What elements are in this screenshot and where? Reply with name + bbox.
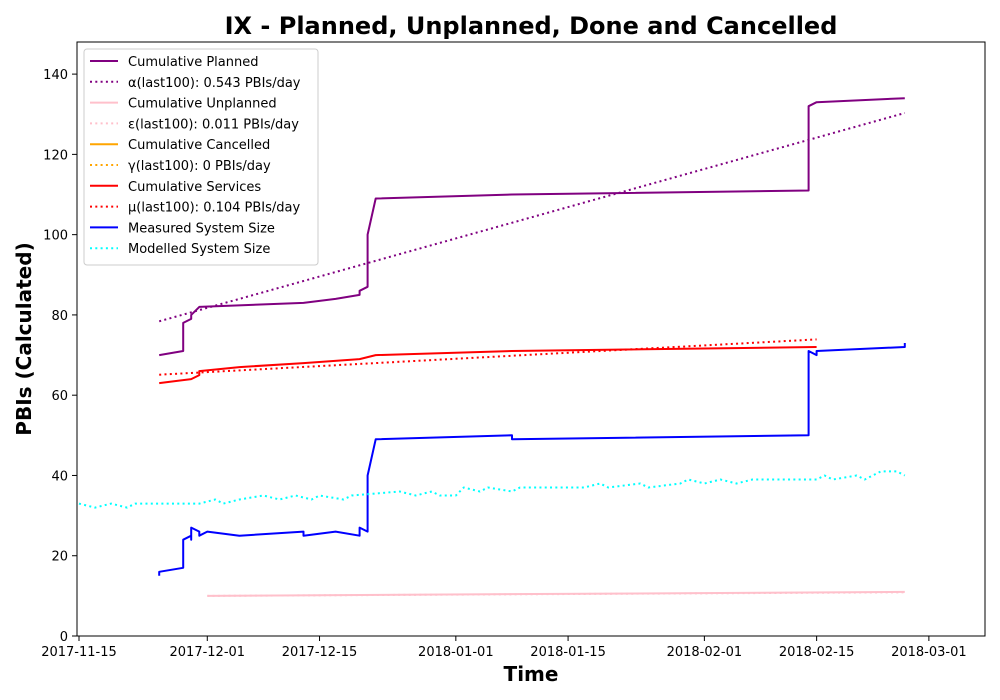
y-tick-label: 100 [43,229,68,244]
series-line-modelled-system-size [78,470,906,509]
series-line-last100-0-104-pbis-day [159,338,817,376]
legend-label: Cumulative Cancelled [128,138,270,153]
series-line-cumulative-services [159,346,817,385]
series-line-cumulative-unplanned [207,590,905,597]
y-tick-label: 20 [51,550,68,565]
series-line-measured-system-size [158,343,906,576]
y-tick-label: 0 [60,630,68,645]
x-tick-label: 2018-01-15 [530,645,606,660]
y-tick-label: 40 [51,469,68,484]
x-tick-label: 2018-01-01 [418,645,494,660]
chart-title: IX - Planned, Unplanned, Done and Cancel… [225,12,838,40]
legend-label: Cumulative Planned [128,55,258,70]
legend-label: α(last100): 0.543 PBIs/day [128,76,301,91]
legend-label: Measured System Size [128,221,275,236]
y-axis-label: PBIs (Calculated) [12,242,36,435]
y-tick-label: 80 [51,309,68,324]
x-tick-label: 2018-02-15 [779,645,855,660]
series-line-cumulative-planned [159,97,905,357]
plot-frame [76,41,986,637]
series-line-last100-0-543-pbis-day [158,112,906,323]
plot-area [78,97,906,597]
y-tick-label: 140 [43,68,68,83]
legend-label: Cumulative Unplanned [128,97,277,112]
y-tick-label: 120 [43,148,68,163]
x-axis: 2017-11-15 2017-12-01 2017-12-15 2018-01-01… [41,636,967,660]
legend-label: γ(last100): 0 PBIs/day [128,159,271,174]
x-axis-label: Time [504,662,559,686]
y-axis: 0 20 40 60 80 100 120 140 [43,68,77,645]
x-tick-label: 2017-12-15 [282,645,358,660]
x-tick-label: 2018-02-01 [667,645,743,660]
legend-label: Modelled System Size [128,242,270,257]
legend-label: μ(last100): 0.104 PBIs/day [128,201,300,216]
legend-box [83,48,319,266]
x-tick-label: 2017-11-15 [41,645,117,660]
legend-label: ε(last100): 0.011 PBIs/day [128,117,299,132]
x-tick-label: 2017-12-01 [170,645,246,660]
legend-label: Cumulative Services [128,180,261,195]
y-tick-label: 60 [51,389,68,404]
legend: Cumulative Planned α(last100): 0.543 PBIs… [83,48,319,266]
x-tick-label: 2018-03-01 [891,645,967,660]
